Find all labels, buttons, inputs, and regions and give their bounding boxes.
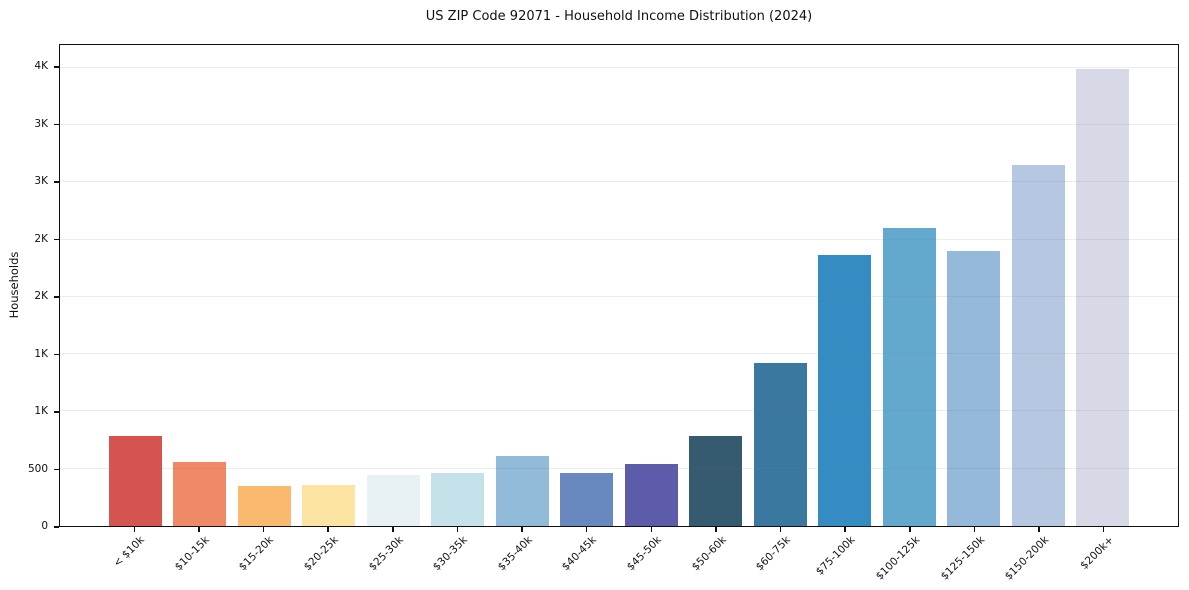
bar-$200k+ xyxy=(1076,69,1130,526)
x-tick-mark xyxy=(909,527,911,532)
y-tick-mark xyxy=(53,468,59,471)
bar-slot xyxy=(555,45,620,526)
y-tick-mark xyxy=(53,296,59,298)
y-tick-mark xyxy=(53,353,59,356)
x-tick-mark xyxy=(1038,527,1040,532)
y-tick-mark xyxy=(53,181,59,183)
bars-layer xyxy=(60,45,1178,526)
bar-slot xyxy=(490,45,555,526)
x-tick-mark xyxy=(1102,527,1105,532)
bar-slot xyxy=(813,45,878,526)
bar-$75-100k xyxy=(818,254,872,526)
bar-$40-45k xyxy=(560,473,614,526)
bar-$10-15k xyxy=(173,462,227,526)
x-tick-label: $125-150k xyxy=(938,534,987,583)
bar-slot xyxy=(877,45,942,526)
x-tick-label: $10-15k xyxy=(172,534,212,574)
x-tick-label: $25-30k xyxy=(366,534,406,574)
chart-title: US ZIP Code 92071 - Household Income Dis… xyxy=(425,9,813,24)
x-tick-mark xyxy=(327,527,329,532)
bar-slot xyxy=(619,45,684,526)
bar-slot xyxy=(1071,45,1136,526)
y-tick-mark xyxy=(53,238,59,241)
bar-slot xyxy=(168,45,233,526)
x-tick-label: $35-40k xyxy=(495,534,535,574)
plot-area xyxy=(59,44,1179,527)
x-tick-mark xyxy=(521,527,523,532)
bar-slot xyxy=(1006,45,1071,526)
y-tick-mark xyxy=(53,526,59,528)
bar-$20-25k xyxy=(302,485,356,526)
y-tick-label: 2K xyxy=(34,232,48,245)
y-tick-mark xyxy=(53,123,59,126)
x-tick-mark xyxy=(456,527,459,532)
y-tick-label: 3K xyxy=(34,175,48,187)
x-tick-label: $15-20k xyxy=(236,534,277,574)
bar-$30-35k xyxy=(431,472,485,526)
bar-$15-20k xyxy=(237,485,291,526)
x-tick-label: $50-60k xyxy=(689,534,729,574)
bar-$60-75k xyxy=(753,363,807,526)
x-tick-mark xyxy=(650,527,652,532)
bar-$150-200k xyxy=(1011,165,1065,526)
y-axis-label: Households xyxy=(7,251,21,319)
x-tick-mark xyxy=(844,527,846,532)
bar-$125-150k xyxy=(947,251,1001,526)
bar-slot xyxy=(426,45,491,526)
y-tick-label: 1K xyxy=(34,405,48,417)
bar-$25-30k xyxy=(366,475,420,526)
x-tick-label: $45-50k xyxy=(624,534,664,574)
x-tick-mark xyxy=(198,527,200,532)
bar-slot xyxy=(748,45,813,526)
bar-slot xyxy=(232,45,297,526)
x-tick-mark xyxy=(715,527,717,532)
bar-< $10k xyxy=(108,435,162,526)
x-tick-label: < $10k xyxy=(111,534,147,570)
y-tick-mark xyxy=(53,411,59,413)
bar-slot xyxy=(297,45,362,526)
bar-$35-40k xyxy=(495,456,549,526)
y-tick-label: 2K xyxy=(34,290,48,302)
x-tick-label: $30-35k xyxy=(430,534,470,574)
x-tick-label: $150-200k xyxy=(1003,534,1052,583)
x-tick-label: $60-75k xyxy=(753,534,794,574)
x-tick-label: $100-125k xyxy=(873,534,923,583)
bar-$100-125k xyxy=(882,228,936,526)
x-tick-label: $75-100k xyxy=(813,534,858,578)
y-tick-label: 3K xyxy=(34,117,48,130)
bar-$50-60k xyxy=(689,436,743,526)
x-tick-mark xyxy=(133,527,135,532)
x-tick-mark xyxy=(262,527,265,532)
bar-slot xyxy=(103,45,168,526)
y-tick-label: 4K xyxy=(34,60,48,72)
x-tick-mark xyxy=(585,527,588,532)
bar-$45-50k xyxy=(624,463,678,526)
y-tick-label: 500 xyxy=(27,462,48,475)
x-tick-label: $40-45k xyxy=(560,534,600,574)
y-tick-mark xyxy=(53,66,59,68)
y-tick-label: 0 xyxy=(41,520,48,532)
bar-slot xyxy=(684,45,749,526)
bar-slot xyxy=(942,45,1007,526)
x-tick-label: $200k+ xyxy=(1078,534,1117,572)
x-tick-mark xyxy=(392,527,394,532)
bar-slot xyxy=(361,45,426,526)
x-tick-mark xyxy=(973,527,976,532)
y-tick-label: 1K xyxy=(34,347,48,360)
x-tick-mark xyxy=(779,527,782,532)
x-tick-label: $20-25k xyxy=(301,534,341,574)
